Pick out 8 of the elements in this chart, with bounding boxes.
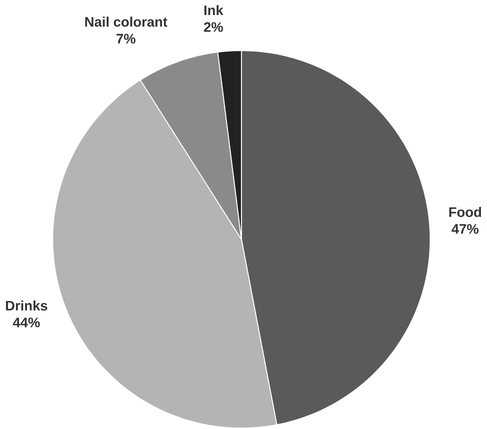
data-label: 7%: [116, 34, 136, 44]
data-label: 2%: [204, 22, 223, 32]
slice-label: Ink: [204, 5, 224, 16]
slice-label: Drinks: [6, 300, 48, 311]
data-label: 44%: [12, 318, 40, 328]
slice-label: Nail colorant: [85, 16, 168, 27]
data-label: 47%: [452, 224, 479, 234]
slice-label: Food: [449, 207, 482, 218]
